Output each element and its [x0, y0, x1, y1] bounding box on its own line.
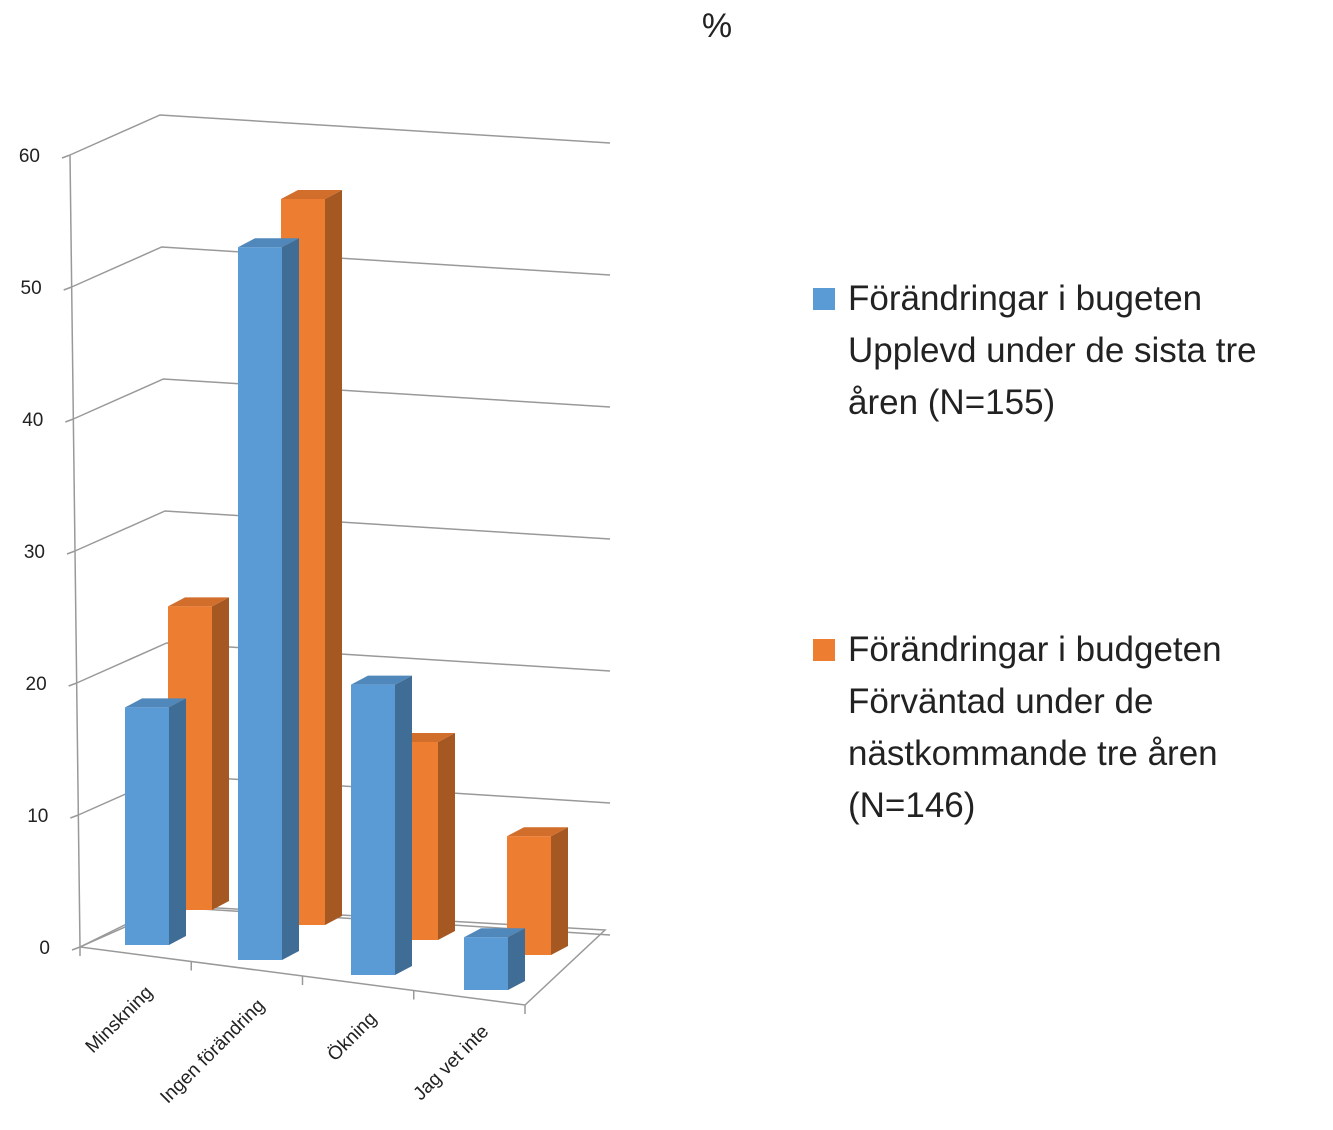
bar-top: [507, 827, 568, 837]
x-tick-label: Minskning: [82, 982, 157, 1057]
grid-line: [74, 510, 611, 552]
bar-front: [351, 684, 395, 975]
y-tick: [71, 946, 81, 951]
y-tick: [66, 550, 76, 555]
y-tick-label: 20: [26, 674, 47, 695]
legend-label: Förändringar i budgeten Förväntad under …: [848, 630, 1222, 825]
grid-line: [71, 246, 611, 288]
legend-label: Förändringar i bugeten Upplevd under de …: [848, 279, 1257, 422]
bar-side: [395, 675, 412, 975]
bar-front: [238, 247, 282, 960]
bar-top: [168, 597, 229, 607]
bar-side: [438, 733, 455, 940]
bar-side: [212, 597, 229, 910]
chart-title: %: [702, 7, 732, 45]
bar-top: [125, 698, 186, 708]
y-tick: [68, 682, 77, 687]
y-axis: [69, 154, 81, 948]
y-tick-label: 60: [19, 146, 40, 167]
y-tick: [70, 814, 79, 819]
legend-swatch: [813, 288, 835, 310]
y-tick-label: 50: [21, 278, 42, 299]
bar-side: [508, 928, 525, 990]
grid-line: [76, 642, 611, 684]
y-tick: [65, 418, 74, 423]
bar-side: [169, 698, 186, 945]
bar-top: [281, 190, 342, 199]
x-tick-label: Jag vet inte: [410, 1021, 494, 1105]
grid-line: [73, 378, 611, 420]
bar-side: [551, 827, 568, 955]
bar: [464, 928, 525, 990]
bar: [351, 675, 412, 975]
y-tick-label: 10: [27, 806, 48, 827]
y-tick-label: 0: [39, 938, 50, 959]
grid-line: [69, 114, 611, 156]
bar-top: [238, 238, 299, 248]
bar-top: [351, 675, 412, 685]
bar-side: [325, 190, 342, 925]
bar-side: [282, 238, 299, 960]
y-tick-label: 30: [24, 542, 45, 563]
y-tick: [61, 154, 71, 159]
legend-swatch: [813, 639, 835, 661]
bar: [238, 238, 299, 960]
y-tick: [63, 286, 72, 291]
x-tick-label: Ingen förändring: [156, 995, 269, 1108]
bar: [125, 698, 186, 945]
bar-front: [125, 707, 169, 945]
bar-front: [464, 937, 508, 990]
bar-top: [464, 928, 525, 938]
x-tick-label: Ökning: [324, 1008, 381, 1065]
y-tick-label: 40: [22, 410, 43, 431]
